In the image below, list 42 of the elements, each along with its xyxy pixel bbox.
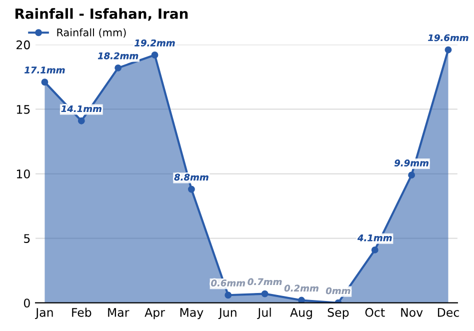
point [41,78,48,86]
data-label: 14.1mm [61,105,102,112]
x-tick-label: Jun [218,308,236,320]
data-label: 8.8mm [174,174,208,181]
data-label: 0.7mm [248,278,282,286]
y-tick-label: 15 [16,105,30,114]
point [114,64,122,72]
point [444,46,452,54]
data-label: 9.9mm [394,160,428,166]
y-tick-label: 5 [24,234,30,243]
legend-label: Rainfall (mm) [57,28,126,38]
x-tick-label: Feb [72,308,92,317]
data-label: 19.2mm [134,39,175,46]
data-label: 0.6mm [211,280,246,286]
x-tick-label: Jul [257,308,271,320]
y-tick-label: 20 [16,40,30,50]
data-label: 19.6mm [428,34,468,42]
point [188,186,195,193]
x-tick-label: Oct [365,308,385,317]
y-tick-label: 0 [24,298,30,308]
data-label: 0.2mm [284,284,318,292]
x-tick-label: May [180,308,204,320]
point [224,292,232,299]
x-tick-label: Jan [35,308,53,320]
x-tick-label: Aug [290,308,312,320]
x-tick-label: Mar [108,308,130,317]
x-tick-label: Dec [438,308,459,317]
point [78,117,85,124]
data-label: 18.2mm [98,52,138,60]
chart-title: Rainfall - Isfahan, Iran [15,8,188,21]
data-label: 0mm [326,287,350,294]
point [151,52,158,58]
point [298,296,305,303]
data-label: 4.1mm [357,234,392,242]
point [408,172,416,179]
x-tick-label: Sep [328,308,349,320]
x-tick-label: Nov [401,308,423,317]
y-tick-label: 10 [16,170,30,178]
data-label: 17.1mm [24,66,65,74]
point [261,290,268,298]
point [371,246,378,254]
x-tick-label: Apr [144,308,165,320]
